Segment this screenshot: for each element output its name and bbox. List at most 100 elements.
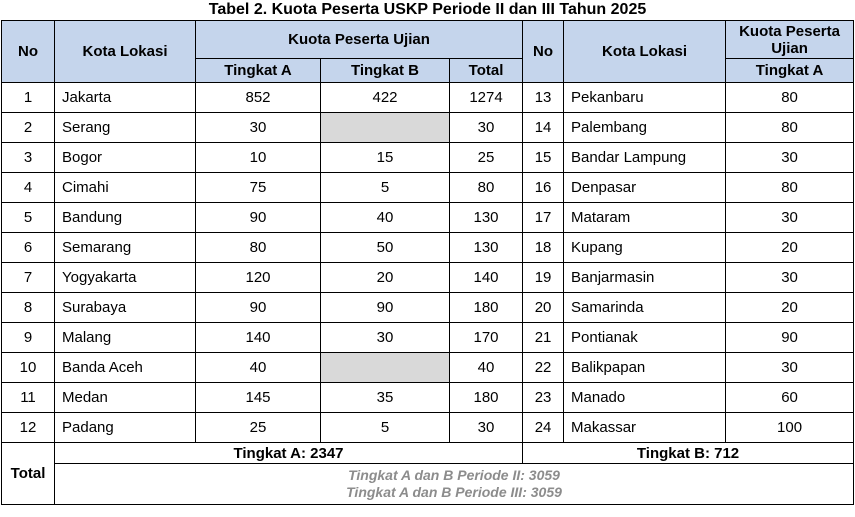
- cell-kota-lokasi-right: Balikpapan: [563, 352, 727, 383]
- cell-no-right: 18: [522, 232, 565, 263]
- cell-total: 40: [448, 352, 524, 383]
- cell-total: 1274: [448, 82, 524, 113]
- header-kota-lokasi: Kota Lokasi: [54, 20, 196, 83]
- quota-table: No Kota Lokasi Kuota Peserta Ujian No Ko…: [1, 20, 855, 505]
- cell-no: 7: [1, 262, 55, 293]
- cell-tingkat-a: 25: [195, 412, 321, 443]
- cell-kota-lokasi-right: Makassar: [563, 412, 727, 443]
- cell-kota-lokasi-right: Pekanbaru: [563, 82, 727, 113]
- cell-no: 6: [1, 232, 55, 263]
- cell-kota-lokasi: Serang: [54, 112, 196, 143]
- cell-total: 30: [448, 112, 524, 143]
- cell-no-right: 21: [522, 322, 565, 353]
- table-row: 9 Malang 140 30 170 21 Pontianak 90: [1, 322, 855, 353]
- cell-tingkat-a-right: 30: [725, 352, 855, 383]
- cell-kota-lokasi-right: Samarinda: [563, 292, 727, 323]
- table-row: 1 Jakarta 852 422 1274 13 Pekanbaru 80: [1, 82, 855, 113]
- cell-tingkat-a-right: 20: [725, 232, 855, 263]
- cell-kota-lokasi-right: Kupang: [563, 232, 727, 263]
- cell-tingkat-a: 80: [195, 232, 321, 263]
- table-row: 10 Banda Aceh 40 40 22 Balikpapan 30: [1, 352, 855, 383]
- cell-no: 12: [1, 412, 55, 443]
- header-kota-lokasi-right: Kota Lokasi: [563, 20, 727, 83]
- cell-kota-lokasi: Medan: [54, 382, 196, 413]
- cell-tingkat-a: 75: [195, 172, 321, 203]
- cell-kota-lokasi: Surabaya: [54, 292, 196, 323]
- cell-tingkat-b: [320, 112, 450, 143]
- cell-kota-lokasi: Cimahi: [54, 172, 196, 203]
- header-tingkat-a-right: Tingkat A: [725, 58, 855, 83]
- table-body: 1 Jakarta 852 422 1274 13 Pekanbaru 80 2 Serang 30…: [1, 82, 855, 443]
- table-title: Tabel 2. Kuota Peserta USKP Periode II d…: [208, 1, 647, 18]
- table-row: 4 Cimahi 75 5 80 16 Denpasar 80: [1, 172, 855, 203]
- footer-periode-iii: Tingkat A dan B Periode III: 3059: [346, 484, 562, 500]
- header-no-right: No: [522, 20, 565, 83]
- cell-total: 180: [448, 382, 524, 413]
- cell-kota-lokasi-right: Mataram: [563, 202, 727, 233]
- cell-tingkat-a: 30: [195, 112, 321, 143]
- cell-tingkat-a-right: 80: [725, 112, 855, 143]
- cell-tingkat-b: 50: [320, 232, 450, 263]
- cell-no: 8: [1, 292, 55, 323]
- cell-no: 5: [1, 202, 55, 233]
- cell-tingkat-a: 90: [195, 202, 321, 233]
- cell-kota-lokasi-right: Palembang: [563, 112, 727, 143]
- cell-total: 25: [448, 142, 524, 173]
- cell-tingkat-a-right: 100: [725, 412, 855, 443]
- cell-tingkat-a-right: 30: [725, 262, 855, 293]
- cell-kota-lokasi-right: Manado: [563, 382, 727, 413]
- cell-kota-lokasi-right: Pontianak: [563, 322, 727, 353]
- cell-kota-lokasi: Malang: [54, 322, 196, 353]
- cell-no: 4: [1, 172, 55, 203]
- cell-tingkat-a-right: 30: [725, 142, 855, 173]
- cell-tingkat-a: 120: [195, 262, 321, 293]
- cell-total: 170: [448, 322, 524, 353]
- table-row: 3 Bogor 10 15 25 15 Bandar Lampung 30: [1, 142, 855, 173]
- cell-tingkat-b: 15: [320, 142, 450, 173]
- header-kuota-right: Kuota Peserta Ujian: [725, 20, 855, 59]
- cell-no: 2: [1, 112, 55, 143]
- cell-tingkat-a: 852: [195, 82, 321, 113]
- cell-kota-lokasi: Yogyakarta: [54, 262, 196, 293]
- table-row: 12 Padang 25 5 30 24 Makassar 100: [1, 412, 855, 443]
- footer-periode-ii: Tingkat A dan B Periode II: 3059: [348, 467, 560, 483]
- table-row: 11 Medan 145 35 180 23 Manado 60: [1, 382, 855, 413]
- cell-no: 1: [1, 82, 55, 113]
- footer-periode-summary: Tingkat A dan B Periode II: 3059 Tingkat…: [53, 463, 855, 505]
- cell-no-right: 15: [522, 142, 565, 173]
- cell-tingkat-a: 10: [195, 142, 321, 173]
- table-row: 6 Semarang 80 50 130 18 Kupang 20: [1, 232, 855, 263]
- cell-total: 180: [448, 292, 524, 323]
- table-row: 5 Bandung 90 40 130 17 Mataram 30: [1, 202, 855, 233]
- cell-total: 130: [448, 202, 524, 233]
- header-tingkat-b: Tingkat B: [320, 58, 450, 83]
- cell-tingkat-b: 40: [320, 202, 450, 233]
- footer-row-periode: Tingkat A dan B Periode II: 3059 Tingkat…: [2, 463, 855, 505]
- cell-total: 30: [448, 412, 524, 443]
- cell-tingkat-b: 5: [320, 172, 450, 203]
- cell-total: 80: [448, 172, 524, 203]
- cell-no-right: 16: [522, 172, 565, 203]
- cell-no: 9: [1, 322, 55, 353]
- cell-tingkat-a: 140: [195, 322, 321, 353]
- cell-kota-lokasi: Jakarta: [54, 82, 196, 113]
- footer-total-label: Total: [1, 442, 55, 505]
- cell-tingkat-b: 35: [320, 382, 450, 413]
- cell-kota-lokasi-right: Denpasar: [563, 172, 727, 203]
- cell-no-right: 19: [522, 262, 565, 293]
- header-row-2: Tingkat A Tingkat B Total Tingkat A: [2, 58, 855, 83]
- table-row: 7 Yogyakarta 120 20 140 19 Banjarmasin 30: [1, 262, 855, 293]
- cell-tingkat-a: 40: [195, 352, 321, 383]
- cell-kota-lokasi: Bogor: [54, 142, 196, 173]
- cell-tingkat-a-right: 80: [725, 172, 855, 203]
- cell-kota-lokasi-right: Bandar Lampung: [563, 142, 727, 173]
- cell-no: 11: [1, 382, 55, 413]
- cell-tingkat-b: [320, 352, 450, 383]
- cell-no-right: 23: [522, 382, 565, 413]
- cell-no-right: 17: [522, 202, 565, 233]
- cell-tingkat-a: 145: [195, 382, 321, 413]
- cell-kota-lokasi: Semarang: [54, 232, 196, 263]
- cell-tingkat-b: 90: [320, 292, 450, 323]
- table-row: 2 Serang 30 30 14 Palembang 80: [1, 112, 855, 143]
- cell-tingkat-a-right: 30: [725, 202, 855, 233]
